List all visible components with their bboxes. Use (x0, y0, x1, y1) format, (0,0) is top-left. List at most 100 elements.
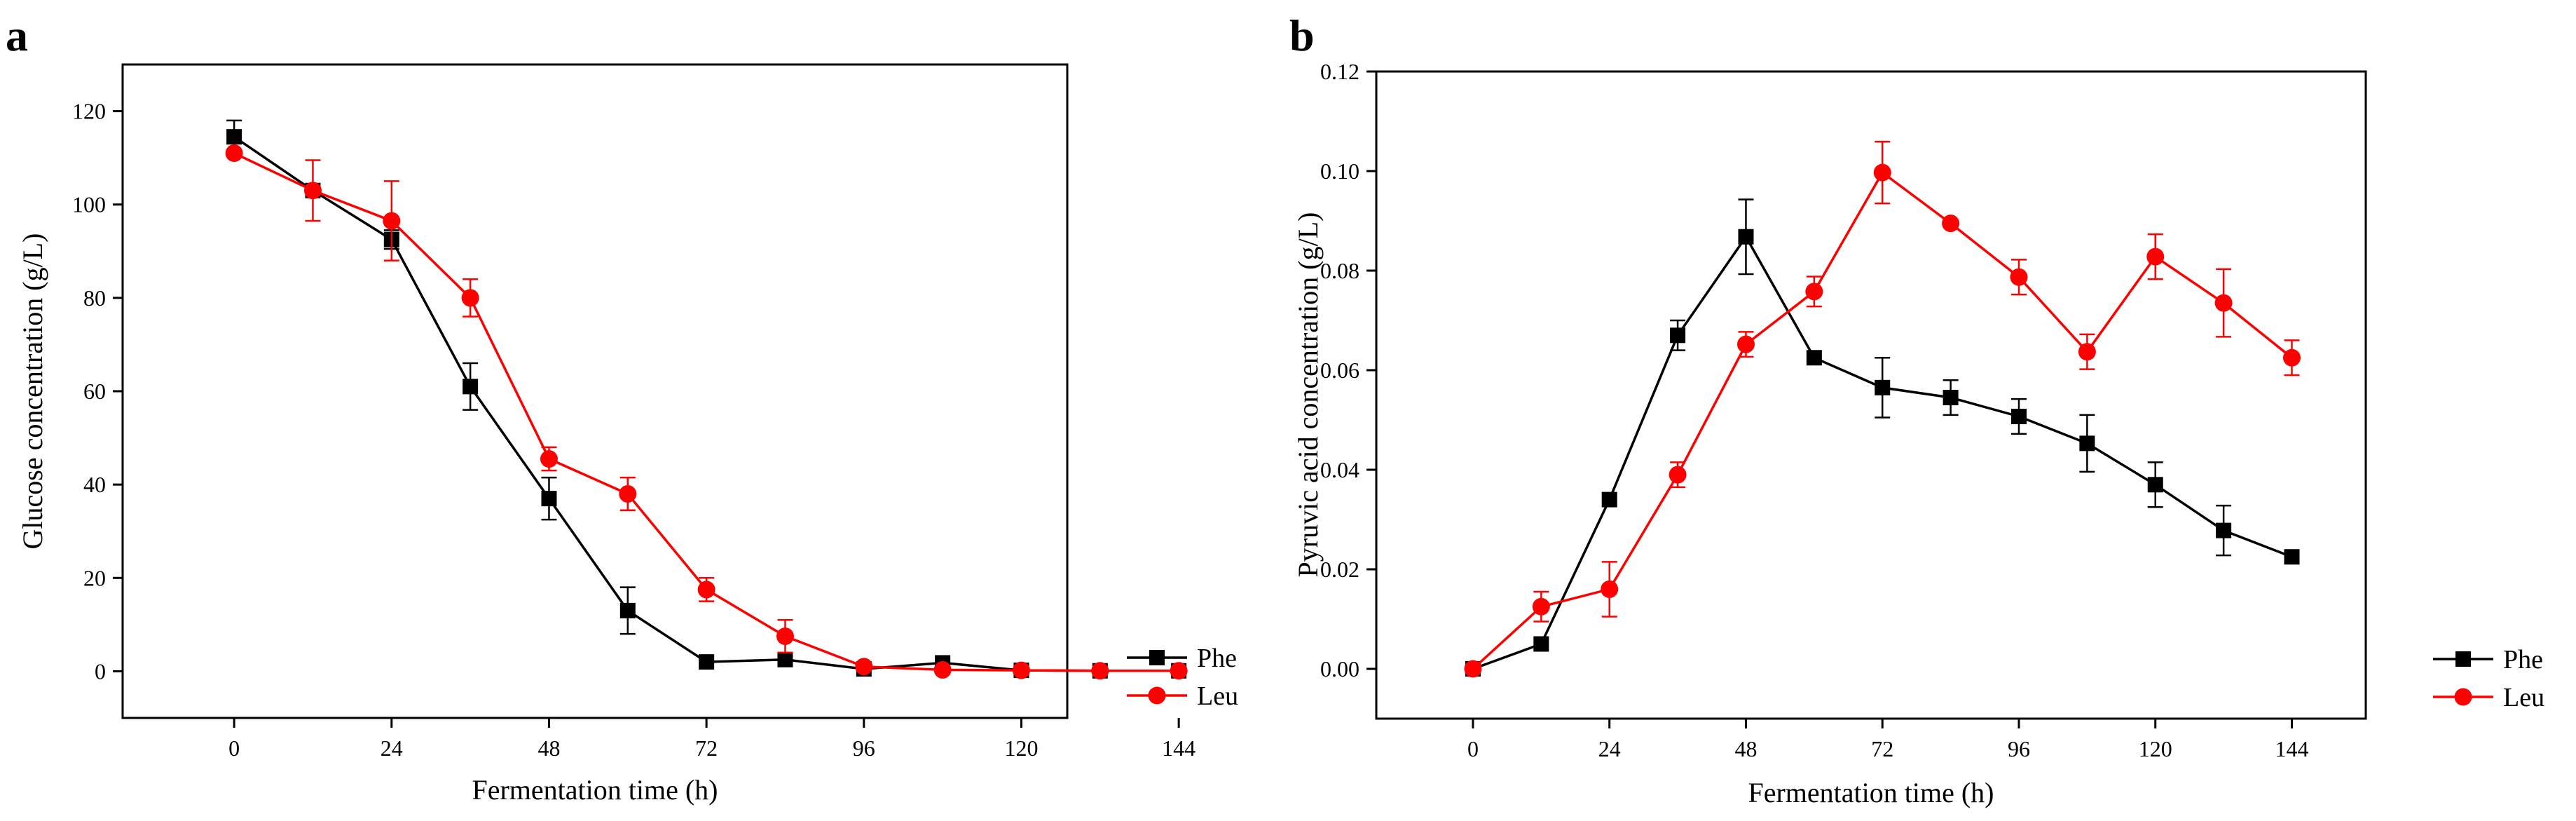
data-point-square (2284, 549, 2300, 565)
data-point-circle (933, 660, 952, 679)
y-tick-label: 120 (72, 99, 106, 124)
data-point-square (2079, 435, 2095, 452)
legend-label: Leu (2503, 683, 2544, 712)
data-point-circle (1464, 660, 1482, 678)
x-tick-label: 24 (1598, 736, 1621, 761)
data-point-circle (855, 658, 873, 676)
legend-b: Phe Leu (2433, 645, 2544, 712)
plot-frame-b (1375, 70, 2367, 720)
data-point-square (1670, 327, 1686, 344)
data-point-square (1738, 229, 1754, 245)
series-line-phe (1472, 234, 2293, 670)
data-point-square (2010, 409, 2027, 425)
data-point-circle (2146, 247, 2165, 266)
y-tick-label: 0.08 (1320, 258, 1359, 283)
data-point-circle (1601, 580, 1619, 598)
data-point-circle (1532, 597, 1550, 616)
x-tick-label: 96 (2008, 736, 2030, 761)
y-tick-label: 40 (83, 472, 106, 497)
legend-label: Phe (1197, 644, 1237, 673)
data-point-circle (225, 144, 243, 162)
panel-b-pyruvic-acid: b 0 24 48 72 96 120 144 0.00 0.02 0.04 0.06 0.08 0.1… (1289, 11, 2544, 808)
legend-item-leu: Leu (2433, 683, 2544, 712)
data-point-square (463, 379, 479, 395)
data-point-square (2147, 477, 2163, 493)
data-point-circle (697, 581, 715, 599)
data-point-circle (2078, 343, 2096, 361)
y-tick-label: 0.02 (1320, 557, 1359, 582)
data-point-square (777, 651, 793, 667)
x-axis-title-b: Fermentation time (h) (1748, 777, 1994, 808)
data-point-square (699, 654, 715, 670)
data-point-circle (2283, 348, 2301, 367)
data-point-circle (2010, 268, 2028, 286)
y-tick-label: 0.06 (1320, 358, 1359, 383)
data-point-circle (383, 212, 401, 230)
data-point-circle (303, 182, 322, 200)
data-point-square (541, 491, 557, 507)
legend-label: Phe (2503, 645, 2543, 674)
x-tick-label: 48 (537, 735, 560, 761)
y-axis-title-b: Pyruvic acid concentration (g/L) (1292, 212, 1324, 578)
panel-a-glucose: a 0 24 48 72 96 120 144 0 20 40 60 80 100 120 Ferment… (6, 11, 1238, 806)
y-axis-title-a: Glucose concentration (g/L) (17, 233, 48, 550)
legend-marker-circle (1148, 686, 1166, 705)
marks-b (1464, 140, 2301, 678)
x-tick-label: 144 (1162, 735, 1195, 761)
x-axis-title-a: Fermentation time (h) (472, 774, 718, 806)
series-line-leu (1472, 170, 2293, 670)
x-tick-label: 120 (1004, 735, 1038, 761)
marks-a (225, 119, 1188, 680)
data-point-circle (1736, 335, 1755, 353)
data-point-circle (461, 289, 479, 307)
data-point-square (619, 602, 636, 618)
y-tick-label: 100 (72, 192, 106, 217)
legend-item-phe: Phe (2433, 645, 2543, 674)
y-tick-label: 60 (83, 379, 106, 404)
data-point-square (1875, 379, 1891, 395)
panel-label-a: a (6, 11, 28, 60)
legend-label: Leu (1197, 681, 1238, 711)
data-point-circle (619, 484, 637, 503)
data-point-circle (1012, 661, 1030, 679)
data-point-square (226, 129, 242, 145)
data-point-square (1806, 350, 1822, 366)
y-tick-label: 0 (95, 658, 106, 684)
data-point-circle (1805, 283, 1823, 301)
data-point-circle (1873, 163, 1891, 182)
series-leu (225, 144, 1188, 680)
data-point-circle (540, 450, 558, 468)
series-leu (1464, 140, 2301, 678)
y-tick-label: 0.00 (1320, 656, 1359, 681)
data-point-circle (776, 627, 794, 645)
y-tick-label: 80 (83, 285, 106, 311)
legend-marker-square (2455, 651, 2471, 667)
panel-label-b: b (1289, 11, 1315, 60)
data-point-square (1533, 636, 1549, 652)
x-tick-label: 144 (2275, 736, 2309, 761)
x-tick-label: 48 (1734, 736, 1757, 761)
x-tick-label: 24 (381, 735, 403, 761)
plot-frame-a (121, 63, 1069, 719)
data-point-circle (1091, 662, 1109, 680)
x-tick-label: 0 (228, 735, 240, 761)
data-point-circle (2214, 294, 2233, 312)
x-tick-label: 120 (2139, 736, 2172, 761)
data-point-circle (1942, 215, 1960, 233)
legend-a: Phe Leu (1127, 644, 1238, 711)
y-tick-label: 0.04 (1320, 457, 1359, 482)
data-point-square (2216, 522, 2232, 538)
ticks-a: 0 24 48 72 96 120 144 0 20 40 60 80 100 120 (72, 99, 1195, 761)
legend-item-phe: Phe (1127, 644, 1237, 673)
y-tick-label: 0.10 (1320, 158, 1359, 184)
legend-marker-circle (2454, 688, 2472, 706)
x-tick-label: 0 (1467, 736, 1479, 761)
ticks-b: 0 24 48 72 96 120 144 0.00 0.02 0.04 0.06 0.08 0.10 0… (1320, 59, 2309, 761)
data-point-square (1601, 491, 1617, 508)
x-tick-label: 96 (853, 735, 875, 761)
legend-item-leu: Leu (1127, 681, 1238, 711)
data-point-circle (1170, 662, 1188, 680)
legend-marker-square (1149, 650, 1165, 665)
data-point-circle (1669, 466, 1687, 484)
